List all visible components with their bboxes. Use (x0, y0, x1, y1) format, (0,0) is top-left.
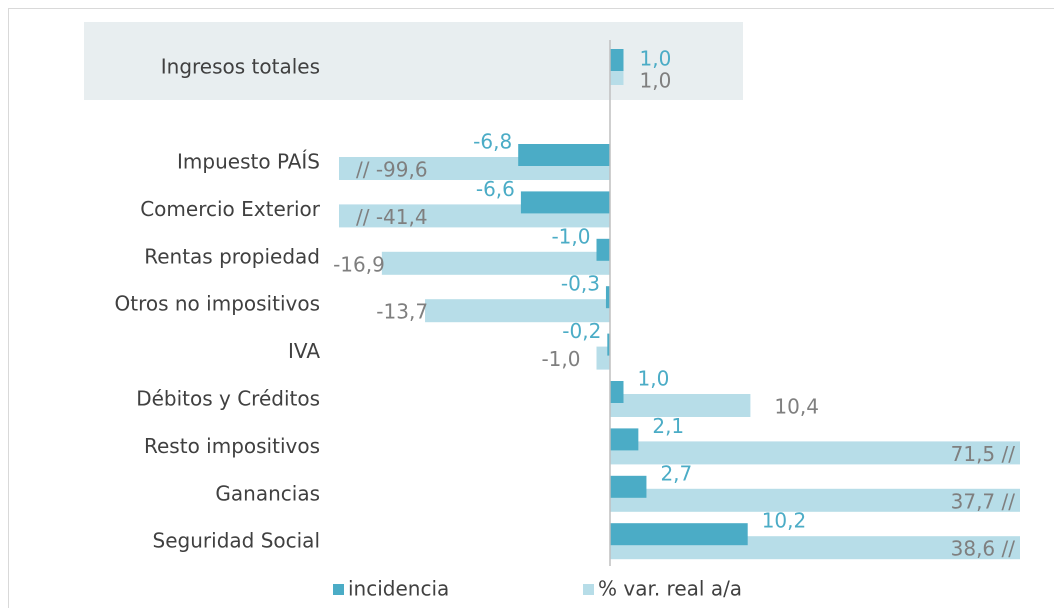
bar (610, 475, 647, 498)
legend-swatch (333, 584, 344, 595)
bar (610, 428, 639, 451)
bar (610, 488, 1020, 512)
bar (610, 394, 751, 417)
value-label: 1,0 (640, 69, 672, 93)
value-label: -0,2 (562, 319, 601, 343)
category-label: Débitos y Créditos (136, 387, 320, 411)
bar (518, 144, 610, 166)
value-label: // -41,4 (356, 205, 428, 229)
value-label: 1,0 (640, 47, 672, 71)
value-label: 71,5 // (951, 442, 1016, 466)
bar (596, 346, 610, 370)
highlight-band (84, 22, 743, 100)
value-label: -1,0 (541, 347, 580, 371)
value-label: 2,1 (652, 414, 684, 438)
bar (425, 299, 610, 323)
value-label: -16,9 (333, 252, 385, 276)
category-label: Impuesto PAÍS (177, 150, 320, 174)
value-label: 2,7 (660, 461, 692, 485)
category-label: Rentas propiedad (144, 244, 320, 268)
legend-swatch (583, 584, 594, 595)
category-label: Ganancias (215, 481, 320, 505)
bar (596, 238, 610, 261)
bar (605, 286, 610, 309)
plot-area (339, 49, 1020, 560)
value-label: // -99,6 (356, 158, 428, 182)
bar (610, 441, 1020, 465)
bar (610, 381, 624, 403)
bar (607, 333, 610, 356)
category-label: Comercio Exterior (140, 197, 321, 221)
bar (610, 523, 748, 546)
legend-label: % var. real a/a (598, 577, 742, 601)
value-label: 37,7 // (951, 489, 1016, 513)
category-label: Seguridad Social (153, 529, 320, 553)
bar (610, 49, 624, 71)
legend-label: incidencia (348, 577, 449, 601)
bar (381, 251, 610, 275)
value-label: -13,7 (376, 300, 428, 324)
value-label: -0,3 (561, 272, 600, 296)
value-label: -6,6 (476, 177, 515, 201)
category-label: Ingresos totales (161, 55, 320, 79)
frame (8, 8, 1054, 608)
category-label: Resto impositivos (144, 434, 320, 458)
category-label: IVA (288, 339, 320, 363)
value-label: 10,4 (774, 395, 819, 419)
bar (520, 191, 610, 214)
value-label: 1,0 (638, 367, 670, 391)
value-label: -6,8 (473, 130, 512, 154)
value-label: 38,6 // (951, 537, 1016, 561)
category-label: Otros no impositivos (115, 292, 321, 316)
value-label: 10,2 (762, 509, 807, 533)
value-label: -1,0 (551, 224, 590, 248)
